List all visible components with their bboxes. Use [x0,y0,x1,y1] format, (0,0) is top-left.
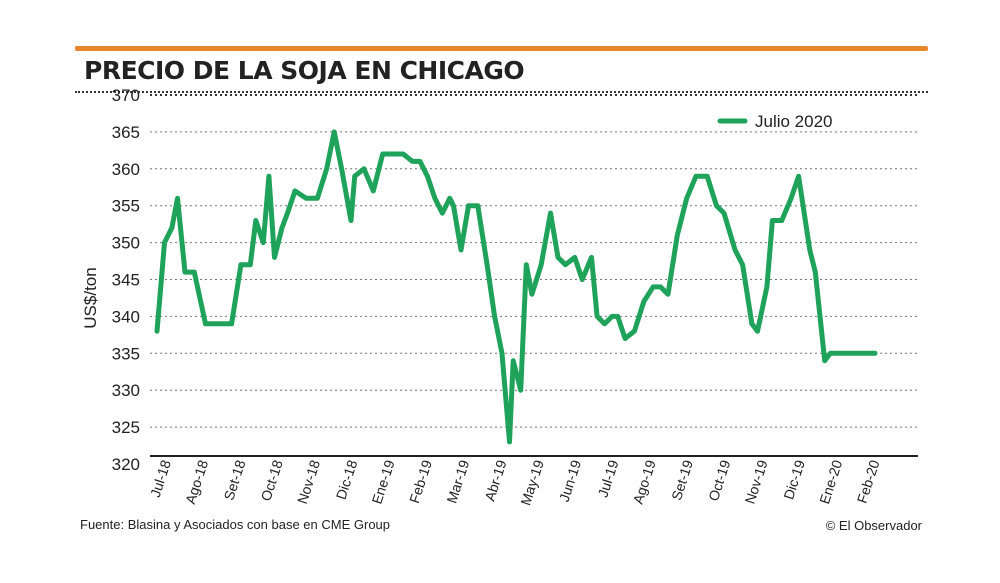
source-note: Fuente: Blasina y Asociados con base en … [80,517,391,532]
x-tick-label: Set-19 [668,458,696,502]
x-tick-label: Ago-18 [182,458,211,506]
x-tick-label: Mar-19 [443,458,472,505]
title-divider [75,91,928,93]
credit-note: © El Observador [825,518,922,533]
y-tick-label: 340 [112,307,140,326]
y-tick-label: 360 [112,160,140,179]
x-tick-label: Ene-20 [816,458,845,506]
x-tick-label: Jul-19 [594,458,621,499]
y-tick-label: 325 [112,418,140,437]
x-tick-label: Feb-19 [406,458,435,505]
grid-lines [150,94,918,428]
y-tick-labels: 320 325 330 335 340 345 350 355 360 365 370 [112,86,140,474]
y-tick-label: 345 [112,271,140,290]
chart-title: PRECIO DE LA SOJA EN CHICAGO [84,56,525,85]
x-tick-label: Abr-19 [481,458,509,503]
x-tick-label: Dic-18 [333,458,361,502]
y-tick-label: 355 [112,197,140,216]
x-tick-label: Feb-20 [854,458,883,505]
y-tick-label: 370 [112,86,140,105]
legend-label: Julio 2020 [755,112,833,131]
x-tick-label: Ago-19 [630,458,659,506]
series-line-julio-2020 [154,129,878,445]
top-accent-rule [75,46,928,51]
x-tick-label: Oct-18 [258,458,286,503]
x-tick-label: Nov-19 [741,458,770,506]
x-tick-label: Jun-19 [556,458,585,504]
y-tick-label: 330 [112,381,140,400]
x-tick-label: Ene-19 [368,458,397,506]
x-tick-label: Nov-18 [294,458,323,506]
x-tick-label: Oct-19 [705,458,733,503]
x-tick-label: Set-18 [220,458,248,502]
x-tick-label: Jul-18 [147,458,174,499]
y-tick-label: 350 [112,234,140,253]
y-tick-label: 335 [112,344,140,363]
x-tick-labels: Jul-18 Ago-18 Set-18 Oct-18 Nov-18 Dic-18 Ene-… [147,458,883,508]
x-tick-label: Dic-19 [780,458,808,502]
x-tick-label: May-19 [517,458,547,508]
y-tick-label: 365 [112,123,140,142]
y-tick-label: 320 [112,455,140,474]
y-axis-label: US$/ton [81,267,100,328]
legend: Julio 2020 [717,112,833,131]
